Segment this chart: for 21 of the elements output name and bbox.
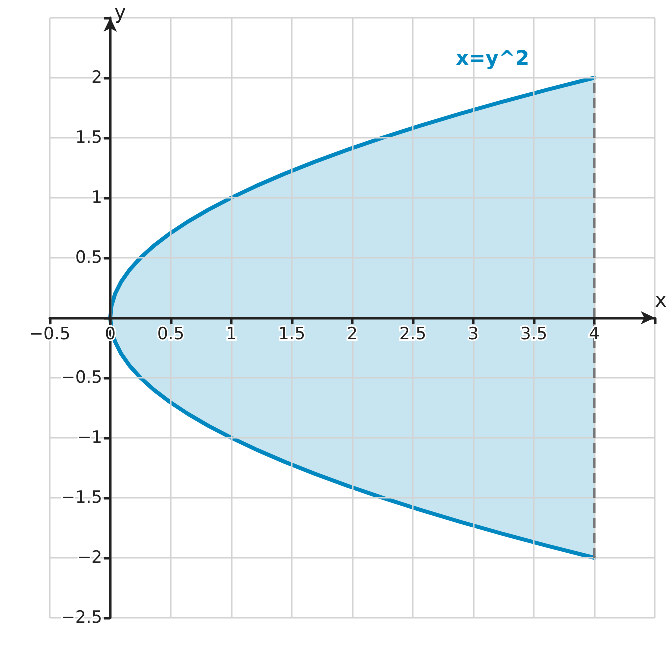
y-tick-label: 2 (92, 68, 102, 88)
x-tick-label: 0.5 (157, 324, 185, 344)
x-tick-label: 2 (347, 324, 358, 344)
y-tick-label: 0.5 (75, 248, 102, 268)
x-tick-label: 3 (468, 324, 479, 344)
series-label: x=y^2 (456, 46, 530, 70)
x-tick-label: −0.5 (29, 324, 71, 344)
x-tick-label: 1 (226, 324, 237, 344)
y-tick-label: −1.5 (61, 488, 102, 508)
x-tick-label: 2.5 (399, 324, 427, 344)
y-axis-title: y (114, 0, 126, 24)
x-axis-title: x (655, 288, 668, 312)
y-tick-label: 1 (92, 188, 102, 208)
x-tick-label: 3.5 (520, 324, 548, 344)
x-tick-label: 1.5 (278, 324, 306, 344)
x-tick-label: 4 (589, 324, 600, 344)
y-tick-label: −2.5 (61, 608, 102, 628)
y-tick-label: −2 (77, 548, 102, 568)
y-tick-label: −1 (77, 428, 102, 448)
y-tick-label: 1.5 (75, 128, 102, 148)
y-tick-label: −0.5 (61, 368, 102, 388)
